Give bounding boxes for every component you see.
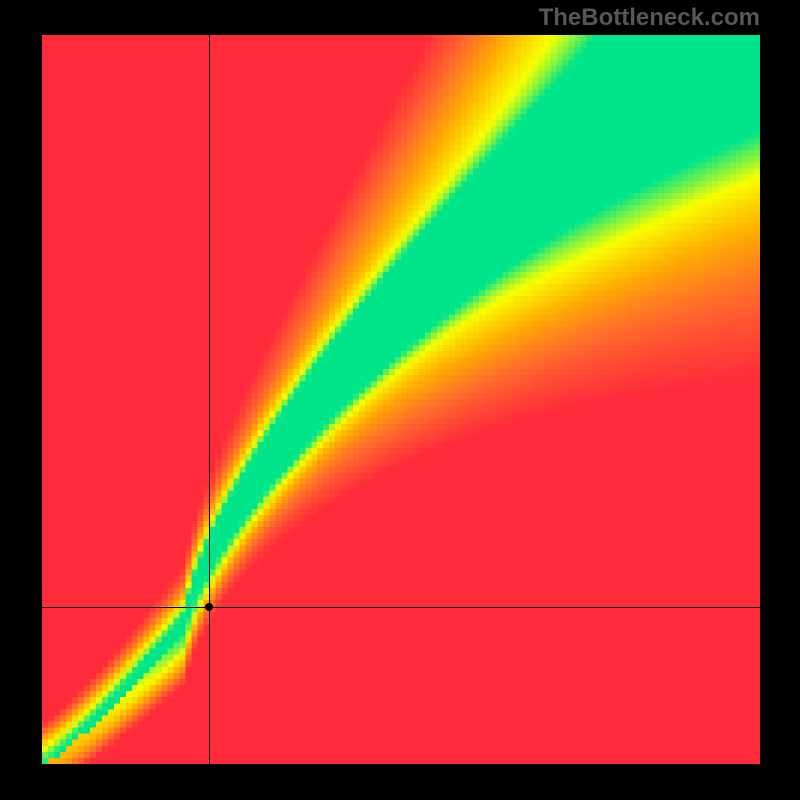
chart-stage: TheBottleneck.com [0, 0, 800, 800]
marker-dot [205, 603, 213, 611]
crosshair-vertical [209, 35, 210, 764]
heatmap-canvas [42, 35, 760, 764]
watermark-text: TheBottleneck.com [539, 4, 760, 32]
crosshair-horizontal [42, 607, 760, 608]
plot-area [42, 35, 760, 764]
